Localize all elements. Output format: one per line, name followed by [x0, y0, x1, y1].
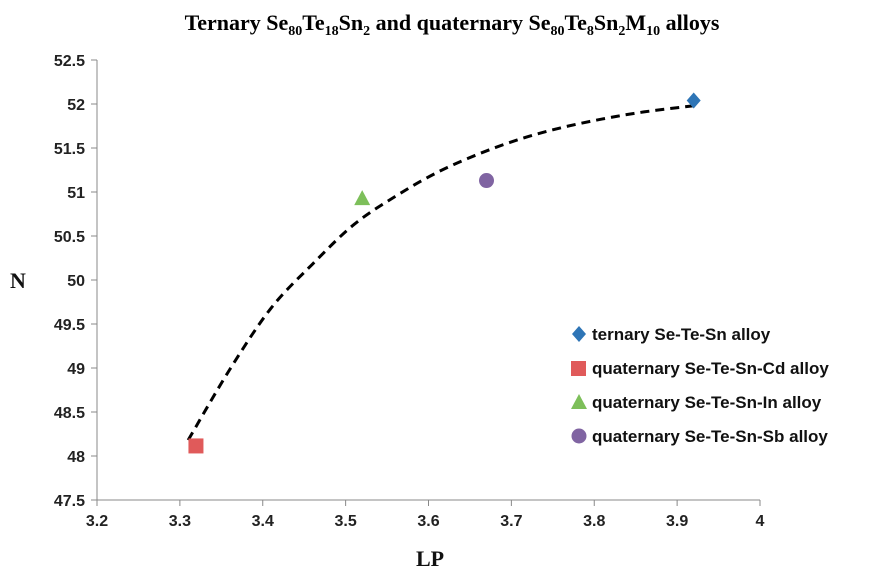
y-tick-label: 52.5 — [54, 53, 85, 70]
x-tick-label: 3.2 — [86, 513, 108, 530]
x-tick-label: 3.3 — [169, 513, 191, 530]
x-tick-label: 3.8 — [583, 513, 605, 530]
legend-label: ternary Se-Te-Sn alloy — [592, 325, 771, 344]
chart-title: Ternary Se80Te18Sn2 and quaternary Se80T… — [185, 10, 720, 39]
x-axis-ticks: 3.2 3.3 3.4 3.5 3.6 3.7 3.8 3.9 4 — [86, 500, 765, 530]
y-tick-label: 51 — [67, 185, 85, 202]
y-tick-label: 50 — [67, 273, 85, 290]
x-tick-label: 3.7 — [500, 513, 522, 530]
x-tick-label: 3.5 — [335, 513, 357, 530]
x-axis-label: LP — [416, 546, 444, 568]
x-tick-label: 4 — [756, 513, 765, 530]
y-tick-label: 49 — [67, 361, 85, 378]
legend-marker-square — [571, 361, 586, 376]
y-tick-label: 48.5 — [54, 405, 85, 422]
legend-marker-diamond — [572, 326, 586, 342]
legend-label: quaternary Se-Te-Sn-Cd alloy — [592, 359, 829, 378]
data-points — [188, 92, 701, 454]
y-tick-label: 47.5 — [54, 493, 85, 510]
x-tick-label: 3.9 — [666, 513, 688, 530]
trendline — [186, 104, 694, 441]
legend: ternary Se-Te-Sn alloy quaternary Se-Te-S… — [571, 325, 829, 446]
legend-label: quaternary Se-Te-Sn-Sb alloy — [592, 427, 828, 446]
y-axis-ticks: 47.5 48 48.5 49 49.5 50 50.5 51 51.5 52 52.5 — [54, 53, 97, 510]
y-tick-label: 48 — [67, 449, 85, 466]
legend-marker-triangle — [571, 394, 587, 409]
y-tick-label: 50.5 — [54, 229, 85, 246]
x-tick-label: 3.4 — [252, 513, 274, 530]
y-tick-label: 49.5 — [54, 317, 85, 334]
legend-label: quaternary Se-Te-Sn-In alloy — [592, 393, 822, 412]
y-tick-label: 52 — [67, 97, 85, 114]
data-point-triangle — [354, 190, 371, 206]
data-point-square — [188, 438, 204, 454]
y-axis-label: N — [10, 268, 26, 293]
legend-marker-circle — [571, 428, 587, 444]
x-tick-label: 3.6 — [417, 513, 439, 530]
y-tick-label: 51.5 — [54, 141, 85, 158]
data-point-diamond — [686, 92, 701, 109]
data-point-circle — [479, 173, 495, 189]
